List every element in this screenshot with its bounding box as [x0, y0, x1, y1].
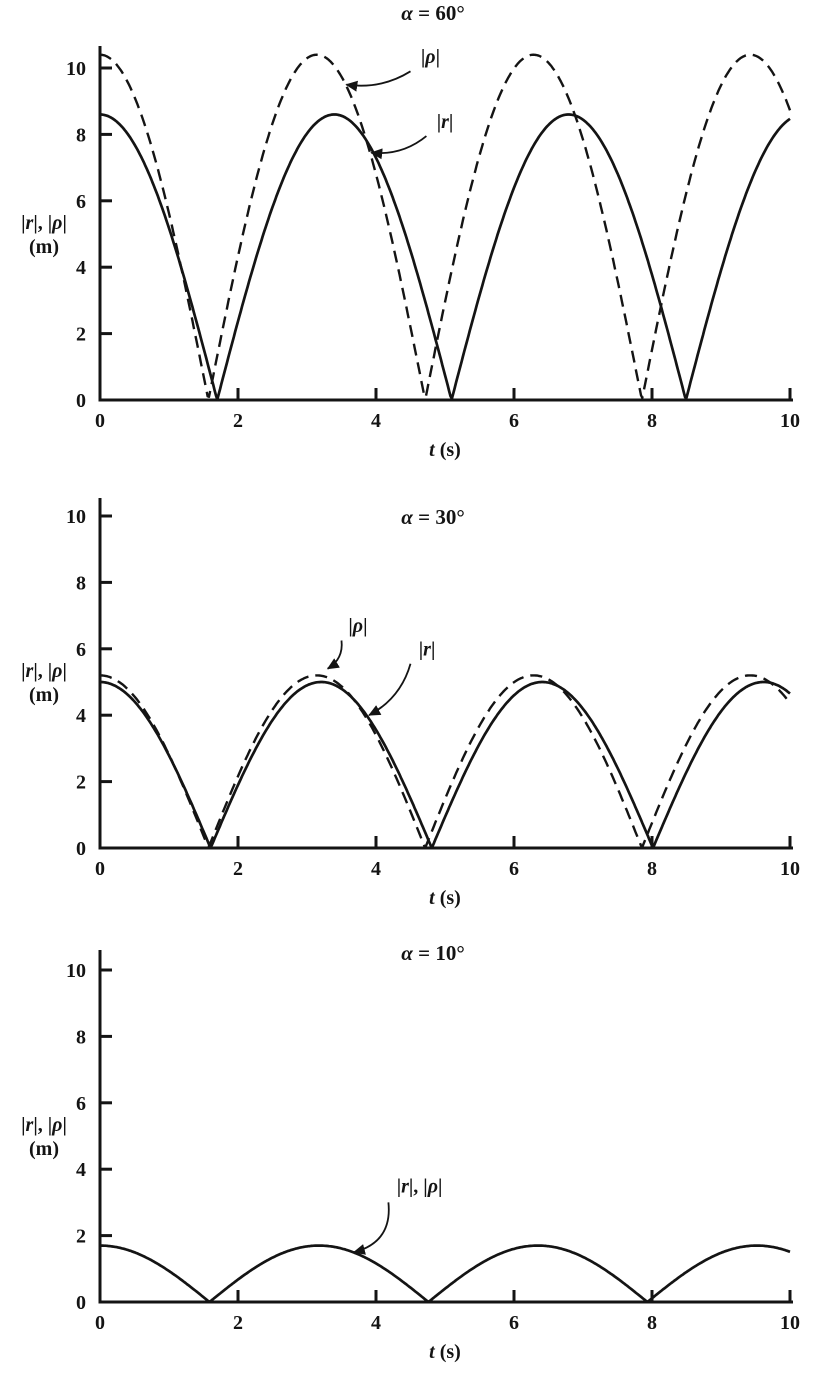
x-tick-label: 8: [647, 410, 657, 432]
x-axis-label: t (s): [429, 887, 461, 909]
x-tick-label: 2: [233, 410, 243, 432]
x-tick-label: 10: [780, 858, 800, 880]
y-axis-label: |r|, |ρ|: [21, 660, 67, 682]
y-tick-label: 6: [76, 639, 86, 661]
chart-alpha-60: 0 2 4 6 8 10 0 2 4 6 8 10 α = 60° t (s) |r|, |ρ|(m) |ρ|…: [21, 1, 800, 461]
y-tick-label: 6: [76, 1093, 86, 1115]
x-tick-label: 10: [780, 410, 800, 432]
y-tick-label: 2: [76, 324, 86, 346]
x-tick-label: 4: [371, 858, 381, 880]
curve-label: |r|: [419, 638, 436, 660]
annotation-arrow: [352, 1202, 390, 1255]
y-tick-label: 8: [76, 572, 86, 594]
y-tick-label: 4: [76, 705, 86, 727]
annotation-arrow: [326, 640, 343, 670]
curve-solid: [100, 680, 791, 849]
y-tick-label: 4: [76, 257, 86, 279]
y-tick-label: 2: [76, 772, 86, 794]
y-tick-label: 4: [76, 1159, 86, 1181]
annotation-arrow: [345, 70, 411, 92]
x-tick-label: 8: [647, 1312, 657, 1334]
y-axis-label: |r|, |ρ|: [21, 212, 67, 234]
y-tick-label: 2: [76, 1226, 86, 1248]
x-tick-label: 0: [95, 858, 105, 880]
x-tick-label: 8: [647, 858, 657, 880]
chart-title: α = 10°: [401, 941, 465, 965]
y-tick-label: 10: [66, 960, 86, 982]
chart-title: α = 30°: [401, 505, 465, 529]
y-axis-label: |r|, |ρ|: [21, 1114, 67, 1136]
y-tick-label: 10: [66, 506, 86, 528]
annotation-arrow: [368, 663, 412, 716]
y-axis-label-units: (m): [29, 1138, 59, 1160]
x-tick-label: 0: [95, 1312, 105, 1334]
x-axis-label: t (s): [429, 1341, 461, 1363]
annotation-arrow: [370, 135, 427, 160]
x-tick-label: 6: [509, 858, 519, 880]
y-tick-label: 0: [76, 390, 86, 412]
x-tick-label: 2: [233, 858, 243, 880]
x-tick-label: 4: [371, 410, 381, 432]
chart-title: α = 60°: [401, 1, 465, 25]
x-axis-label: t (s): [429, 439, 461, 461]
y-tick-label: 8: [76, 124, 86, 146]
chart-alpha-30: 0 2 4 6 8 10 0 2 4 6 8 10 α = 30° t (s) |r|, |ρ|(m) |ρ|…: [21, 498, 800, 909]
curve-dashed: [100, 674, 791, 849]
y-tick-label: 0: [76, 1292, 86, 1314]
y-tick-label: 10: [66, 58, 86, 80]
y-tick-label: 8: [76, 1026, 86, 1048]
y-tick-label: 6: [76, 191, 86, 213]
x-tick-label: 2: [233, 1312, 243, 1334]
x-tick-label: 6: [509, 1312, 519, 1334]
x-tick-label: 10: [780, 1312, 800, 1334]
x-tick-label: 0: [95, 410, 105, 432]
x-tick-label: 4: [371, 1312, 381, 1334]
y-tick-label: 0: [76, 838, 86, 860]
curve-solid: [100, 1244, 791, 1304]
curve-label: |ρ|: [421, 46, 440, 68]
curve-label: |ρ|: [348, 615, 367, 637]
curve-label: |r|: [437, 111, 454, 133]
curve-dashed: [99, 53, 792, 400]
curve-label: |r|, |ρ|: [397, 1175, 443, 1197]
y-axis-label-units: (m): [29, 684, 59, 706]
y-axis-label-units: (m): [29, 236, 59, 258]
x-tick-label: 6: [509, 410, 519, 432]
curve-solid: [100, 113, 791, 401]
